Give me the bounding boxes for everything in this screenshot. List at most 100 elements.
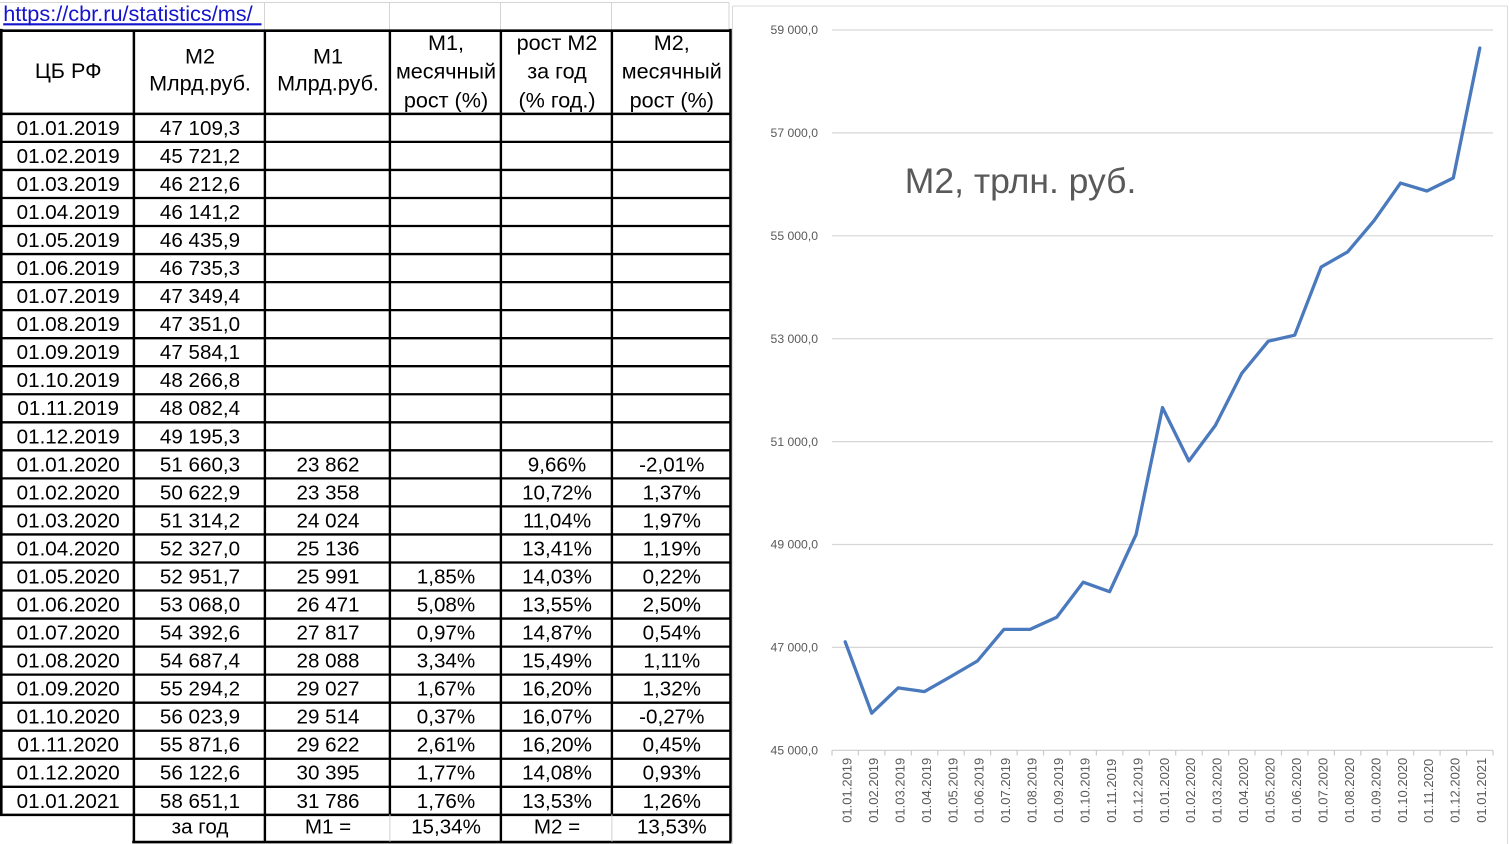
svg-text:01.07.2019: 01.07.2019	[17, 285, 120, 308]
svg-text:01.09.2020: 01.09.2020	[17, 678, 120, 701]
svg-text:29 622: 29 622	[297, 734, 360, 757]
svg-text:Млрд.руб.: Млрд.руб.	[149, 71, 251, 96]
svg-text:52 327,0: 52 327,0	[160, 537, 240, 560]
svg-text:57 000,0: 57 000,0	[771, 126, 819, 140]
svg-text:М1 =: М1 =	[305, 815, 351, 838]
svg-text:месячный: месячный	[622, 59, 722, 84]
svg-text:14,08%: 14,08%	[522, 762, 592, 785]
svg-text:53 068,0: 53 068,0	[160, 594, 240, 617]
svg-text:49 195,3: 49 195,3	[160, 425, 240, 448]
svg-text:0,45%: 0,45%	[643, 734, 701, 757]
svg-text:54 687,4: 54 687,4	[160, 650, 240, 673]
svg-text:01.06.2019: 01.06.2019	[972, 758, 987, 823]
svg-text:45 721,2: 45 721,2	[160, 145, 240, 168]
svg-text:1,32%: 1,32%	[643, 678, 701, 701]
svg-text:1,11%: 1,11%	[643, 650, 700, 673]
svg-text:13,55%: 13,55%	[522, 594, 592, 617]
svg-text:01.01.2019: 01.01.2019	[17, 117, 120, 140]
svg-text:0,54%: 0,54%	[643, 622, 701, 645]
svg-text:1,37%: 1,37%	[643, 481, 701, 504]
svg-text:01.09.2019: 01.09.2019	[17, 341, 120, 364]
svg-text:01.02.2020: 01.02.2020	[17, 481, 120, 504]
svg-text:М1: М1	[313, 44, 343, 69]
svg-text:01.12.2020: 01.12.2020	[17, 762, 120, 785]
svg-text:56 122,6: 56 122,6	[160, 762, 240, 785]
svg-text:01.12.2019: 01.12.2019	[1130, 758, 1145, 823]
svg-text:01.05.2019: 01.05.2019	[17, 229, 120, 252]
svg-text:10,72%: 10,72%	[522, 481, 592, 504]
svg-text:47 349,4: 47 349,4	[160, 285, 240, 308]
svg-text:46 212,6: 46 212,6	[160, 173, 240, 196]
svg-text:01.04.2020: 01.04.2020	[17, 537, 120, 560]
svg-text:13,53%: 13,53%	[637, 815, 707, 838]
svg-text:01.11.2019: 01.11.2019	[17, 397, 119, 420]
svg-text:01.02.2020: 01.02.2020	[1183, 758, 1198, 823]
svg-text:16,07%: 16,07%	[522, 706, 592, 729]
svg-text:58 651,1: 58 651,1	[160, 790, 240, 813]
svg-text:01.06.2020: 01.06.2020	[1289, 758, 1304, 823]
svg-text:13,53%: 13,53%	[522, 790, 592, 813]
svg-text:16,20%: 16,20%	[522, 734, 592, 757]
svg-text:55 000,0: 55 000,0	[771, 229, 819, 243]
svg-text:48 266,8: 48 266,8	[160, 369, 240, 392]
svg-text:29 514: 29 514	[297, 706, 360, 729]
svg-text:1,67%: 1,67%	[417, 678, 475, 701]
svg-text:55 294,2: 55 294,2	[160, 678, 240, 701]
svg-text:-0,27%: -0,27%	[639, 706, 704, 729]
svg-text:01.05.2020: 01.05.2020	[17, 565, 120, 588]
svg-text:М2 =: М2 =	[534, 815, 580, 838]
svg-text:16,20%: 16,20%	[522, 678, 592, 701]
svg-text:рост (%): рост (%)	[630, 87, 714, 112]
svg-text:46 435,9: 46 435,9	[160, 229, 240, 252]
svg-text:01.10.2019: 01.10.2019	[17, 369, 120, 392]
svg-text:46 141,2: 46 141,2	[160, 201, 240, 224]
svg-text:47 584,1: 47 584,1	[160, 341, 240, 364]
svg-text:01.04.2019: 01.04.2019	[17, 201, 120, 224]
svg-text:01.07.2020: 01.07.2020	[1315, 758, 1330, 823]
svg-text:https://cbr.ru/statistics/ms/: https://cbr.ru/statistics/ms/	[3, 1, 253, 26]
svg-text:25 136: 25 136	[297, 537, 360, 560]
svg-text:01.11.2020: 01.11.2020	[1421, 759, 1436, 823]
svg-text:1,26%: 1,26%	[643, 790, 701, 813]
svg-text:01.01.2021: 01.01.2021	[17, 790, 120, 813]
svg-text:11,04%: 11,04%	[523, 509, 591, 532]
svg-text:01.12.2020: 01.12.2020	[1448, 758, 1463, 823]
svg-text:0,93%: 0,93%	[643, 762, 701, 785]
svg-text:51 000,0: 51 000,0	[771, 435, 819, 449]
svg-text:за год: за год	[172, 815, 229, 838]
svg-text:3,34%: 3,34%	[417, 650, 475, 673]
svg-text:1,97%: 1,97%	[643, 509, 701, 532]
svg-text:01.11.2020: 01.11.2020	[17, 734, 119, 757]
svg-text:М1,: М1,	[428, 30, 464, 55]
svg-text:48 082,4: 48 082,4	[160, 397, 240, 420]
svg-text:24 024: 24 024	[297, 509, 360, 532]
svg-text:01.05.2020: 01.05.2020	[1263, 758, 1278, 823]
svg-text:30 395: 30 395	[297, 762, 360, 785]
svg-text:01.02.2019: 01.02.2019	[17, 145, 120, 168]
svg-text:52 951,7: 52 951,7	[160, 565, 240, 588]
svg-text:01.07.2020: 01.07.2020	[17, 622, 120, 645]
svg-text:01.06.2020: 01.06.2020	[17, 594, 120, 617]
svg-text:59 000,0: 59 000,0	[771, 23, 819, 37]
svg-text:01.03.2019: 01.03.2019	[17, 173, 120, 196]
svg-text:рост (%): рост (%)	[404, 87, 488, 112]
svg-text:27 817: 27 817	[297, 622, 360, 645]
svg-text:01.08.2020: 01.08.2020	[17, 650, 120, 673]
svg-text:1,77%: 1,77%	[417, 762, 475, 785]
svg-text:М2: М2	[185, 44, 215, 69]
svg-text:13,41%: 13,41%	[522, 537, 592, 560]
svg-text:1,19%: 1,19%	[643, 537, 701, 560]
svg-text:01.06.2019: 01.06.2019	[17, 257, 120, 280]
svg-text:5,08%: 5,08%	[417, 594, 475, 617]
svg-text:М2, трлн. руб.: М2, трлн. руб.	[905, 161, 1137, 201]
svg-text:26 471: 26 471	[297, 594, 360, 617]
svg-text:23 358: 23 358	[297, 481, 360, 504]
svg-text:01.10.2020: 01.10.2020	[17, 706, 120, 729]
svg-text:М2,: М2,	[654, 30, 690, 55]
svg-text:01.09.2019: 01.09.2019	[1051, 758, 1066, 823]
svg-text:45 000,0: 45 000,0	[771, 743, 819, 757]
svg-text:01.08.2019: 01.08.2019	[17, 313, 120, 336]
svg-text:месячный: месячный	[396, 59, 496, 84]
svg-text:47 000,0: 47 000,0	[771, 641, 819, 655]
svg-text:56 023,9: 56 023,9	[160, 706, 240, 729]
